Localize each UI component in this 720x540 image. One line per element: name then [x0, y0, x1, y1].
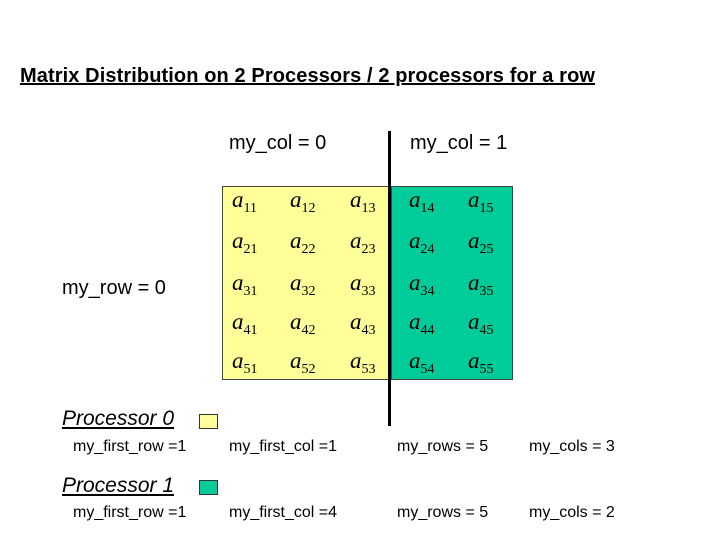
col-label-1: my_col = 1 [410, 132, 508, 154]
p1-cols: my_cols = 2 [529, 504, 615, 521]
matrix-cell-4-4: a44 [409, 309, 435, 338]
p1-first-col: my_first_col =4 [229, 504, 338, 521]
matrix-cell-1-5: a15 [468, 187, 494, 216]
matrix-cell-4-2: a42 [290, 309, 316, 338]
matrix-cell-2-5: a25 [468, 228, 494, 257]
matrix-cell-3-3: a33 [350, 270, 376, 299]
matrix-cell-5-3: a53 [350, 348, 376, 377]
p0-rows: my_rows = 5 [397, 438, 489, 455]
processor-1-region [391, 187, 512, 379]
matrix-cell-3-1: a31 [232, 270, 258, 299]
matrix-cell-4-3: a43 [350, 309, 376, 338]
p1-first-row: my_first_row =1 [73, 504, 187, 521]
matrix-cell-3-5: a35 [468, 270, 494, 299]
matrix-cell-2-4: a24 [409, 228, 435, 257]
col-label-0: my_col = 0 [229, 132, 327, 154]
matrix-cell-4-5: a45 [468, 309, 494, 338]
p0-first-row: my_first_row =1 [73, 438, 187, 455]
matrix-cell-5-5: a55 [468, 348, 494, 377]
p0-cols: my_cols = 3 [529, 438, 615, 455]
matrix-cell-4-1: a41 [232, 309, 258, 338]
processor-0-swatch [199, 414, 218, 429]
matrix-cell-1-3: a13 [350, 187, 376, 216]
processor-0-region [223, 187, 392, 379]
column-divider [388, 131, 391, 426]
matrix-cell-5-1: a51 [232, 348, 258, 377]
matrix-cell-3-4: a34 [409, 270, 435, 299]
matrix-cell-1-4: a14 [409, 187, 435, 216]
matrix-cell-5-4: a54 [409, 348, 435, 377]
slide-title: Matrix Distribution on 2 Processors / 2 … [20, 65, 596, 87]
matrix-cell-3-2: a32 [290, 270, 316, 299]
matrix-cell-5-2: a52 [290, 348, 316, 377]
matrix-cell-2-2: a22 [290, 228, 316, 257]
p1-rows: my_rows = 5 [397, 504, 489, 521]
p0-first-col: my_first_col =1 [229, 438, 338, 455]
matrix-cell-1-2: a12 [290, 187, 316, 216]
processor-1-label: Processor 1 [62, 474, 175, 497]
matrix-cell-2-1: a21 [232, 228, 258, 257]
matrix-cell-1-1: a11 [232, 187, 257, 216]
processor-0-label: Processor 0 [62, 407, 175, 430]
processor-1-swatch [199, 480, 218, 495]
row-label: my_row = 0 [62, 277, 166, 299]
matrix-cell-2-3: a23 [350, 228, 376, 257]
matrix-block [222, 186, 513, 380]
